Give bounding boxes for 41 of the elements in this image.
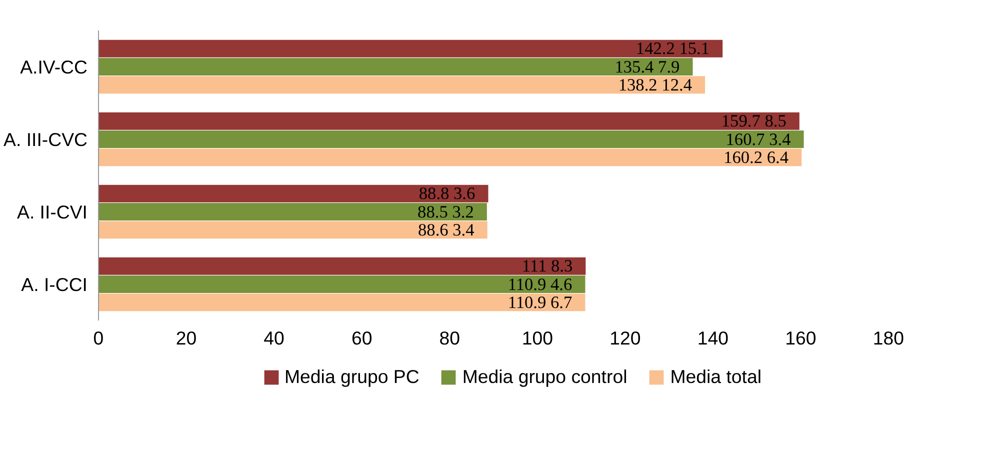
bar (98, 184, 488, 202)
x-tick-label: 60 (351, 328, 372, 348)
data-label: 88.5 3.2 (418, 202, 474, 222)
data-label: 88.6 3.4 (418, 220, 475, 240)
legend-label: Media total (670, 366, 762, 388)
data-label: 160.2 6.4 (724, 148, 789, 167)
y-tick-label: A. I-CCI (21, 274, 88, 295)
bar (98, 112, 800, 130)
bar (98, 275, 586, 294)
x-tick-label: 0 (93, 328, 104, 348)
data-label: 135.4 7.9 (614, 57, 680, 76)
x-tick-label: 120 (610, 328, 641, 348)
x-tick-label: 100 (522, 328, 553, 348)
data-label: 159.7 8.5 (721, 112, 786, 131)
bar (98, 257, 586, 275)
bar (98, 76, 706, 94)
data-label: 88.8 3.6 (418, 184, 476, 204)
bar (98, 294, 586, 312)
data-label: 110.9 6.7 (508, 292, 573, 312)
x-tick-label: 80 (439, 328, 460, 348)
x-tick-label: 160 (785, 328, 816, 348)
x-tick-label: 20 (176, 328, 197, 348)
bar (98, 58, 693, 76)
data-label: 110.9 4.6 (508, 274, 573, 294)
x-tick-label: 40 (264, 328, 284, 348)
data-label: 138.2 12.4 (618, 75, 692, 94)
bar (98, 148, 802, 166)
bar (98, 130, 804, 148)
bar (98, 40, 723, 58)
x-tick-label: 140 (697, 328, 729, 348)
y-tick-label: A.IV-CC (20, 56, 88, 78)
data-label: 111 8.3 (522, 256, 573, 276)
y-tick-label: A. III-CVC (4, 128, 88, 150)
bar (98, 202, 487, 221)
x-tick-label: 180 (872, 328, 904, 348)
legend-label: Media grupo PC (284, 366, 420, 388)
y-tick-label: A. II-CVI (17, 201, 88, 222)
data-label: 142.2 15.1 (636, 39, 710, 58)
legend-label: Media grupo control (462, 366, 628, 388)
data-label: 160.7 3.4 (726, 130, 792, 149)
bar (98, 221, 488, 239)
